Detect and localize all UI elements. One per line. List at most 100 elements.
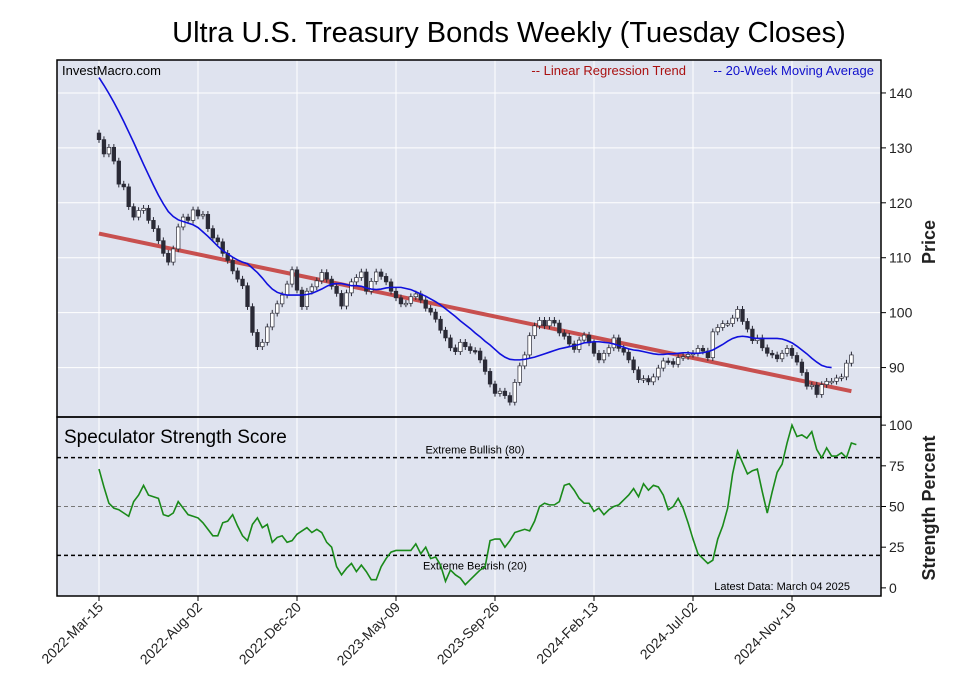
candle bbox=[478, 350, 483, 361]
candle bbox=[661, 360, 666, 369]
candle bbox=[205, 213, 211, 229]
candle bbox=[794, 355, 800, 363]
strength-tick-label: 25 bbox=[889, 539, 905, 555]
candle bbox=[275, 303, 280, 314]
candle bbox=[106, 146, 112, 155]
candle bbox=[126, 186, 131, 207]
candle bbox=[398, 297, 404, 305]
candle bbox=[324, 272, 329, 280]
candle bbox=[250, 306, 255, 333]
candle bbox=[210, 228, 216, 239]
candle bbox=[829, 380, 834, 384]
candle bbox=[581, 334, 587, 341]
candle bbox=[770, 352, 775, 356]
candle bbox=[834, 377, 839, 382]
candle bbox=[156, 228, 161, 242]
strength-y-axis: 0 25 50 75 100 bbox=[881, 417, 913, 596]
candle bbox=[760, 337, 765, 349]
candle bbox=[636, 369, 641, 381]
candle bbox=[720, 323, 725, 328]
candle bbox=[304, 290, 310, 307]
price-tick-label: 100 bbox=[889, 305, 913, 321]
candle bbox=[131, 206, 136, 218]
price-tick-label: 140 bbox=[889, 85, 913, 101]
moving-average-line bbox=[98, 77, 832, 369]
candle bbox=[631, 359, 636, 371]
candle bbox=[364, 271, 369, 292]
candle bbox=[666, 360, 671, 363]
candle bbox=[319, 272, 324, 282]
x-tick-label: 2022-Dec-20 bbox=[236, 599, 305, 668]
candle bbox=[393, 290, 399, 299]
candle bbox=[369, 280, 374, 292]
candle bbox=[799, 361, 805, 373]
candle bbox=[463, 341, 468, 348]
candle bbox=[517, 365, 522, 383]
reference-line-label: Extreme Bearish (20) bbox=[423, 560, 527, 572]
strength-frame bbox=[56, 416, 882, 597]
candle bbox=[166, 252, 171, 263]
candle bbox=[552, 319, 557, 324]
candle bbox=[240, 278, 245, 287]
candle bbox=[557, 322, 562, 334]
candle bbox=[448, 337, 453, 349]
candle bbox=[284, 283, 290, 296]
price-tick-label: 90 bbox=[889, 360, 905, 376]
candle bbox=[512, 382, 517, 403]
candle bbox=[265, 326, 270, 343]
candle bbox=[220, 241, 225, 254]
candle bbox=[626, 351, 631, 361]
candle bbox=[374, 271, 379, 282]
candle bbox=[774, 354, 780, 360]
candle bbox=[468, 346, 473, 351]
candle bbox=[849, 354, 854, 364]
candle bbox=[745, 321, 750, 330]
candle bbox=[497, 390, 503, 394]
strength-tick-label: 50 bbox=[889, 499, 905, 515]
candle bbox=[596, 352, 602, 361]
x-axis-ticks: 2022-Mar-15 2022-Aug-02 2022-Dec-20 2023-Ma… bbox=[38, 596, 799, 668]
candle bbox=[715, 327, 720, 333]
candle bbox=[161, 240, 166, 254]
price-tick-label: 120 bbox=[889, 195, 913, 211]
candle bbox=[245, 285, 250, 307]
candle bbox=[824, 380, 829, 385]
latest-data-note: Latest Data: March 04 2025 bbox=[714, 581, 850, 593]
candle bbox=[329, 278, 334, 287]
candle bbox=[408, 296, 413, 304]
candle bbox=[314, 280, 319, 288]
price-y-axis: 90 100 110 120 130 140 bbox=[881, 85, 913, 376]
candle bbox=[621, 347, 626, 353]
candle bbox=[532, 325, 537, 337]
candle bbox=[309, 286, 314, 292]
candle bbox=[354, 277, 359, 283]
candle bbox=[547, 319, 552, 327]
candle bbox=[844, 362, 849, 378]
candle bbox=[487, 371, 493, 385]
candle bbox=[482, 359, 488, 372]
candle bbox=[280, 294, 285, 305]
candle bbox=[616, 337, 621, 349]
candle bbox=[215, 237, 220, 243]
candle bbox=[819, 384, 824, 395]
watermark: InvestMacro.com bbox=[62, 63, 161, 78]
candle bbox=[725, 323, 730, 326]
candle bbox=[710, 331, 715, 359]
candle bbox=[289, 269, 295, 285]
x-tick-label: 2022-Aug-02 bbox=[137, 599, 206, 668]
candle bbox=[141, 207, 146, 211]
candle bbox=[542, 319, 547, 327]
candle bbox=[839, 376, 844, 379]
candle bbox=[779, 352, 785, 360]
candle bbox=[195, 209, 201, 217]
reference-lines: Extreme Bullish (80) Extreme Bearish (20) bbox=[57, 445, 881, 572]
candlestick-series bbox=[96, 129, 854, 406]
candle bbox=[601, 352, 607, 361]
candle bbox=[270, 312, 275, 328]
candle bbox=[359, 271, 364, 278]
candle bbox=[235, 270, 240, 280]
candle bbox=[473, 350, 478, 353]
candle bbox=[379, 271, 384, 277]
x-tick-label: 2022-Mar-15 bbox=[38, 599, 106, 667]
